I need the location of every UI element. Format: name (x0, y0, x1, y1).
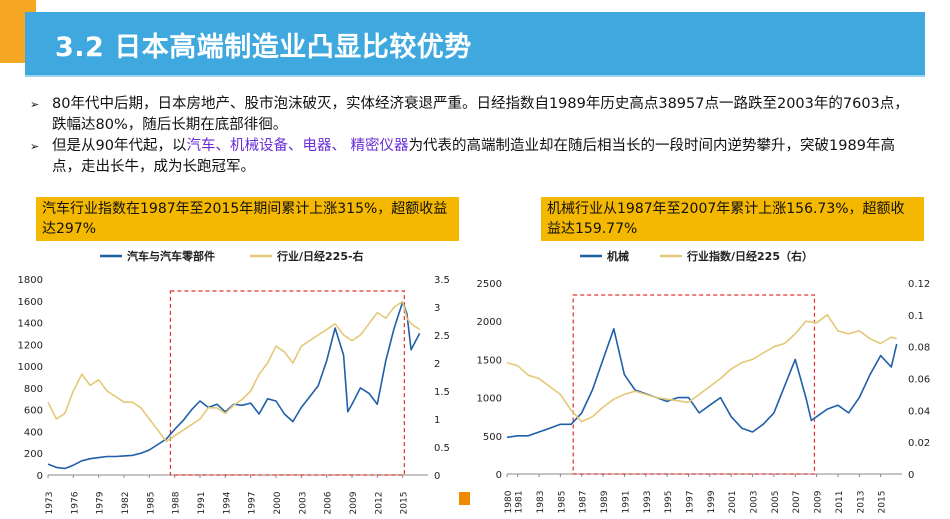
bullet-item: ➢ 80年代中后期，日本房地产、股市泡沫破灭，实体经济衰退严重。日经指数自198… (30, 94, 920, 136)
x-tick-label: 2005 (771, 491, 781, 514)
legend-label: 汽车与汽车零部件 (127, 249, 215, 263)
bullet-text-post: 为代表的高端制造业却在随后相当长的一段时间内逆势攀升，突破1989年高点，走出长… (52, 138, 895, 175)
bullet-item: ➢ 但是从90年代起，以汽车、机械设备、电器、 精密仪器为代表的高端制造业却在随… (30, 136, 920, 178)
highlight-period-box (169, 290, 405, 476)
highlighted-industries: 汽车、机械设备、电器、 精密仪器 (186, 138, 409, 154)
right-y-tick-label: 0 (434, 471, 440, 482)
left-y-tick-label: 800 (24, 384, 43, 395)
x-tick-label: 2007 (792, 491, 802, 514)
bullet-list: ➢ 80年代中后期，日本房地产、股市泡沫破灭，实体经济衰退严重。日经指数自198… (30, 94, 920, 178)
x-tick-label: 1989 (600, 490, 610, 513)
right-y-tick-label: 0.08 (908, 343, 930, 354)
left-y-tick-label: 1500 (477, 355, 502, 366)
x-tick-label: 2006 (324, 491, 334, 514)
arrow-bullet-icon: ➢ (30, 98, 40, 111)
right-y-tick-label: 0.5 (434, 443, 450, 454)
left-y-tick-label: 200 (24, 449, 43, 460)
x-tick-label: 2003 (750, 491, 760, 514)
auto-chart: 0 200 400 600 800 1000 1200 1400 1600 1800 0 0.5 1 1.… (18, 249, 450, 515)
left-chart-note: 汽车行业指数在1987年至2015年期间累计上涨315%，超额收益达297% (36, 197, 459, 241)
right-y-tick-label: 0 (908, 470, 914, 481)
left-y-tick-label: 1400 (18, 319, 43, 330)
slide-marker (459, 492, 470, 505)
right-y-tick-label: 0.02 (908, 438, 930, 449)
x-tick-label: 2015 (400, 492, 410, 515)
series-line-ratio (47, 300, 421, 443)
x-tick-label: 1981 (515, 491, 525, 514)
right-y-tick-label: 0.04 (908, 406, 930, 417)
x-tick-label: 2001 (728, 491, 738, 514)
x-tick-label: 2009 (349, 491, 359, 514)
bullet-text: 但是从90年代起，以汽车、机械设备、电器、 精密仪器为代表的高端制造业却在随后相… (52, 136, 920, 178)
machinery-chart: 0 500 1000 1500 2000 2500 0 0.02 0.04 0.06 0.08 0.1… (477, 249, 931, 514)
x-tick-label: 1983 (536, 491, 546, 514)
x-tick-label: 2013 (856, 491, 866, 514)
x-tick-label: 1999 (707, 490, 717, 513)
left-y-tick-label: 0 (496, 470, 502, 481)
x-tick-label: 2009 (814, 490, 824, 513)
right-y-tick-label: 2.5 (434, 331, 450, 342)
x-tick-label: 1985 (557, 491, 567, 514)
highlight-period-box (572, 294, 816, 475)
x-tick-label: 1973 (45, 492, 55, 515)
left-y-tick-label: 1800 (18, 275, 43, 286)
x-tick-label: 1994 (222, 491, 232, 514)
x-tick-label: 1988 (172, 491, 182, 514)
x-tick-label: 1995 (664, 491, 674, 514)
series-line-industry (506, 328, 898, 439)
right-y-tick-label: 2 (434, 359, 440, 370)
x-tick-label: 1997 (248, 492, 258, 515)
arrow-bullet-icon: ➢ (30, 140, 40, 153)
legend-label: 行业指数/日经225（右） (686, 249, 813, 263)
x-tick-label: 1980 (504, 490, 514, 513)
left-y-tick-label: 1200 (18, 340, 43, 351)
right-y-tick-label: 0.06 (908, 375, 930, 386)
left-y-tick-label: 2500 (477, 279, 502, 290)
bullet-text: 80年代中后期，日本房地产、股市泡沫破灭，实体经济衰退严重。日经指数自1989年… (52, 96, 909, 133)
x-tick-label: 1997 (685, 491, 695, 514)
bullet-text-pre: 但是从90年代起，以 (52, 138, 187, 154)
right-y-tick-label: 0.1 (908, 311, 924, 322)
x-tick-label: 1991 (621, 491, 631, 514)
series-line-ratio (506, 314, 897, 423)
legend-label: 机械 (607, 249, 629, 263)
left-y-tick-label: 1000 (477, 394, 502, 405)
left-y-tick-label: 2000 (477, 317, 502, 328)
x-tick-label: 1979 (96, 491, 106, 514)
x-tick-label: 2003 (298, 492, 308, 515)
title-bar: 3.2 日本高端制造业凸显比较优势 (25, 12, 925, 77)
x-tick-label: 2011 (835, 491, 845, 514)
page-title: 3.2 日本高端制造业凸显比较优势 (55, 32, 472, 63)
right-y-tick-label: 1.5 (434, 387, 450, 398)
left-y-tick-label: 1600 (18, 297, 43, 308)
left-y-tick-label: 0 (37, 471, 43, 482)
series-line-industry (47, 301, 421, 470)
right-y-tick-label: 1 (434, 415, 440, 426)
x-tick-label: 1982 (121, 492, 131, 515)
x-tick-label: 1976 (70, 491, 80, 514)
right-y-tick-label: 0.12 (908, 279, 930, 290)
x-tick-label: 1991 (197, 492, 207, 515)
x-tick-label: 2015 (878, 491, 888, 514)
right-y-tick-label: 3 (434, 303, 440, 314)
x-tick-label: 1985 (146, 492, 156, 515)
x-tick-label: 2012 (374, 492, 384, 515)
right-y-tick-label: 3.5 (434, 275, 450, 286)
left-y-tick-label: 600 (24, 406, 43, 417)
x-tick-label: 2000 (273, 491, 283, 514)
right-chart-note: 机械行业从1987年至2007年累计上涨156.73%，超额收益达159.77% (541, 197, 924, 241)
left-y-tick-label: 500 (483, 432, 502, 443)
left-y-tick-label: 400 (24, 427, 43, 438)
left-y-tick-label: 1000 (18, 362, 43, 373)
legend-label: 行业/日经225-右 (276, 249, 364, 263)
x-tick-label: 1987 (579, 491, 589, 514)
x-tick-label: 1993 (643, 491, 653, 514)
